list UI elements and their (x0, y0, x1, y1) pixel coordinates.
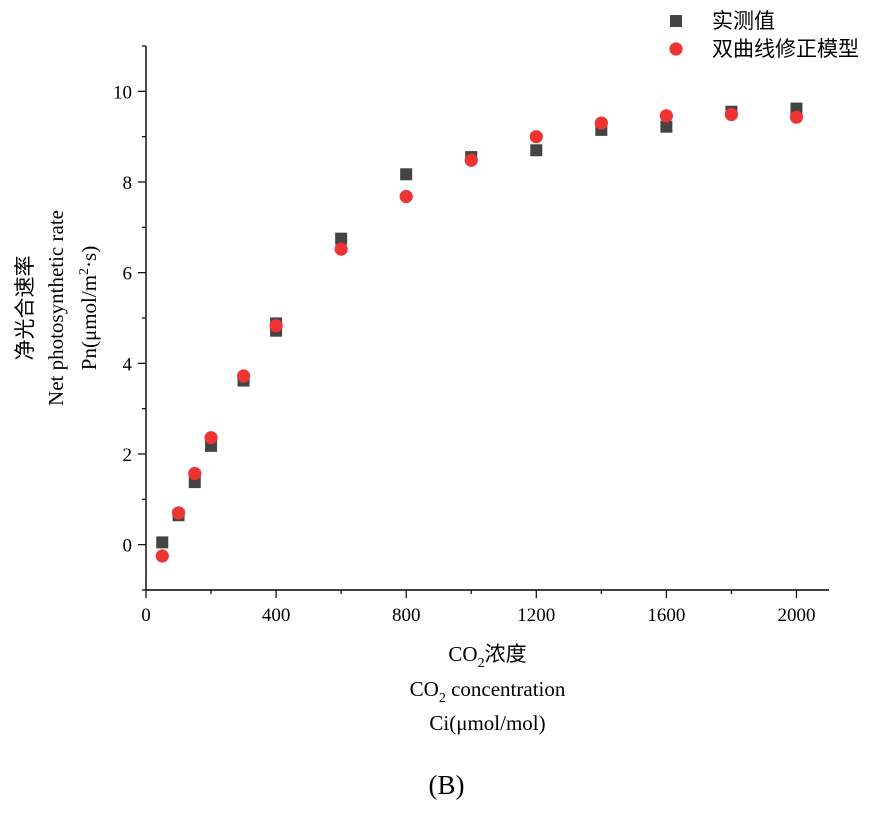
x-tick-label: 1600 (647, 605, 685, 626)
ticks: 0 400 800 1200 1600 2000 0 2 4 6 8 10 (113, 45, 815, 626)
data-point-model (334, 242, 348, 256)
data-point-model (204, 431, 218, 445)
x-tick-label: 800 (392, 605, 421, 626)
x-axis-title-en: CO2 concentration (410, 677, 566, 706)
x-tick-label: 2000 (777, 605, 815, 626)
data-point-model (529, 130, 543, 144)
data-point-model (236, 369, 251, 383)
axes (145, 46, 829, 591)
x-axis-title-unit: Ci(μmol/mol) (429, 711, 545, 735)
y-axis-title-cn: 净光合速率 (13, 256, 37, 361)
data-point-model (594, 116, 608, 130)
axis-labels: CO2浓度 CO2 concentration Ci(μmol/mol) 净光合速率 N… (13, 210, 566, 735)
data-point-model (464, 153, 478, 167)
data-points (155, 102, 804, 563)
x-axis-title-cn: CO2浓度 (448, 642, 526, 671)
data-point-model (724, 107, 739, 122)
data-point-measured (530, 144, 543, 157)
data-point-model (399, 189, 413, 204)
y-tick-label: 6 (123, 264, 133, 285)
data-point-model (171, 506, 186, 520)
panel-label: (B) (428, 770, 465, 800)
legend-label: 双曲线修正模型 (712, 37, 859, 61)
data-point-model (188, 466, 202, 481)
data-point-model (269, 319, 283, 333)
y-tick-label: 2 (123, 445, 133, 466)
data-point-model (155, 549, 169, 563)
y-tick-label: 4 (123, 354, 133, 375)
data-point-measured (156, 536, 169, 549)
y-tick-label: 10 (113, 82, 132, 103)
x-tick-label: 1200 (517, 605, 555, 626)
data-point-measured (335, 232, 348, 245)
y-tick-label: 0 (123, 536, 133, 557)
x-tick-label: 0 (141, 605, 151, 626)
legend-label: 实测值 (712, 9, 775, 33)
y-axis-title-unit: Pn(μmol/m2·s) (77, 246, 101, 370)
data-point-measured (400, 168, 413, 181)
y-axis-title-en: Net photosynthetic rate (44, 210, 68, 406)
legend-symbol-circle (669, 42, 683, 56)
x-tick-label: 400 (262, 605, 291, 626)
legend-symbol-square (670, 15, 682, 27)
data-point-model (789, 110, 804, 124)
data-point-measured (660, 120, 673, 133)
data-point-model (659, 109, 673, 123)
y-tick-label: 8 (123, 173, 133, 194)
